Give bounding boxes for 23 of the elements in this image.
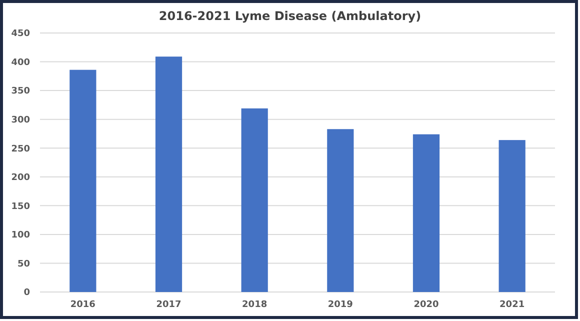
x-tick-label: 2019 <box>328 300 353 310</box>
y-tick-label: 300 <box>11 115 30 126</box>
bar <box>241 108 268 292</box>
y-tick-label: 0 <box>24 288 30 298</box>
bar <box>498 140 526 292</box>
chart-title: 2016-2021 Lyme Disease (Ambulatory) <box>158 9 422 23</box>
bar <box>327 129 354 292</box>
y-tick-label: 50 <box>17 259 30 270</box>
y-tick-label: 200 <box>11 173 30 184</box>
bar <box>70 70 96 292</box>
y-tick-label: 400 <box>11 58 30 68</box>
y-tick-label: 150 <box>11 202 30 212</box>
bar <box>155 56 182 292</box>
x-tick-label: 2018 <box>242 300 268 310</box>
y-tick-label: 350 <box>11 86 30 97</box>
y-tick-label: 100 <box>11 230 30 241</box>
y-tick-label: 250 <box>11 144 30 154</box>
x-tick-label: 2017 <box>156 300 182 310</box>
x-tick-label: 2020 <box>414 300 439 310</box>
x-tick-label: 2016 <box>70 300 96 310</box>
y-tick-label: 450 <box>11 29 30 40</box>
bar <box>412 134 440 292</box>
x-tick-label: 2021 <box>500 300 525 310</box>
